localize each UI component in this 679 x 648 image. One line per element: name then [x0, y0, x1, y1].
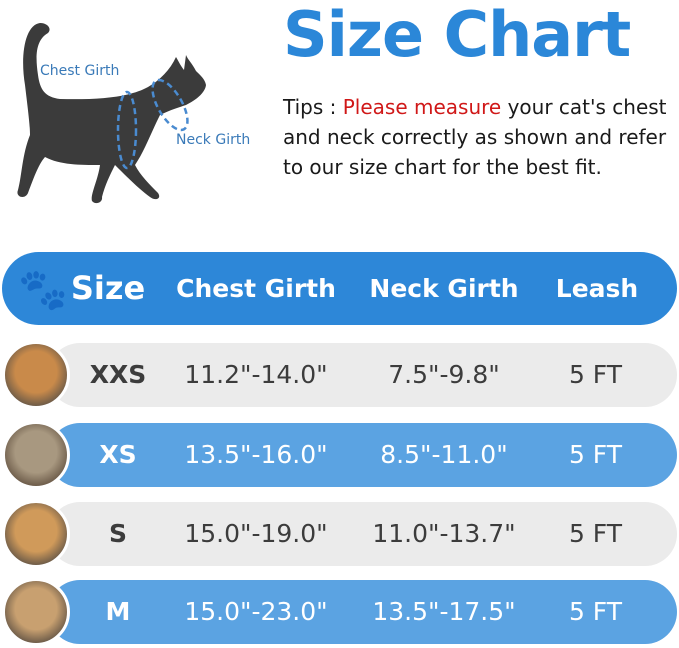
cell-neck: 7.5"-9.8"	[388, 360, 500, 389]
cell-size: S	[108, 519, 127, 548]
header-neck-girth: Neck Girth	[369, 274, 519, 303]
cell-size: M	[105, 597, 131, 626]
tips-highlight: Please measure	[342, 95, 502, 119]
cell-chest: 13.5"-16.0"	[184, 440, 328, 469]
cat-photo-avatar	[2, 500, 70, 568]
cell-leash: 5 FT	[568, 360, 623, 389]
table-header: 🐾 Size Chest Girth Neck Girth Leash	[2, 252, 677, 325]
header-leash: Leash	[555, 274, 639, 303]
tips-text: Tips : Please measure your cat's chest a…	[283, 92, 673, 182]
cat-photo-avatar	[2, 341, 70, 409]
cell-size: XXS	[89, 360, 147, 389]
chest-girth-label: Chest Girth	[40, 63, 120, 79]
table-row: XXS 11.2"-14.0" 7.5"-9.8" 5 FT	[48, 343, 677, 407]
tips-prefix: Tips :	[283, 95, 343, 119]
neck-girth-label: Neck Girth	[176, 132, 251, 148]
table-row: M 15.0"-23.0" 13.5"-17.5" 5 FT	[48, 580, 677, 644]
cell-neck: 11.0"-13.7"	[372, 519, 516, 548]
cell-size: XS	[99, 440, 137, 469]
cell-neck: 8.5"-11.0"	[380, 440, 508, 469]
table-row: S 15.0"-19.0" 11.0"-13.7" 5 FT	[48, 502, 677, 566]
cell-leash: 5 FT	[568, 440, 623, 469]
header-size: Size	[70, 269, 146, 307]
paw-icon: 🐾	[18, 267, 68, 313]
table-row: XS 13.5"-16.0" 8.5"-11.0" 5 FT	[48, 423, 677, 487]
cell-chest: 15.0"-19.0"	[184, 519, 328, 548]
cell-chest: 15.0"-23.0"	[184, 597, 328, 626]
cat-photo-avatar	[2, 421, 70, 489]
tips-body: your cat's chest and neck correctly as s…	[283, 95, 667, 179]
cell-leash: 5 FT	[568, 519, 623, 548]
cell-neck: 13.5"-17.5"	[372, 597, 516, 626]
header-chest-girth: Chest Girth	[176, 274, 336, 303]
cell-chest: 11.2"-14.0"	[184, 360, 328, 389]
cat-photo-avatar	[2, 578, 70, 646]
page-title: Size Chart	[283, 0, 631, 71]
cat-silhouette-diagram	[17, 23, 206, 204]
cell-leash: 5 FT	[568, 597, 623, 626]
